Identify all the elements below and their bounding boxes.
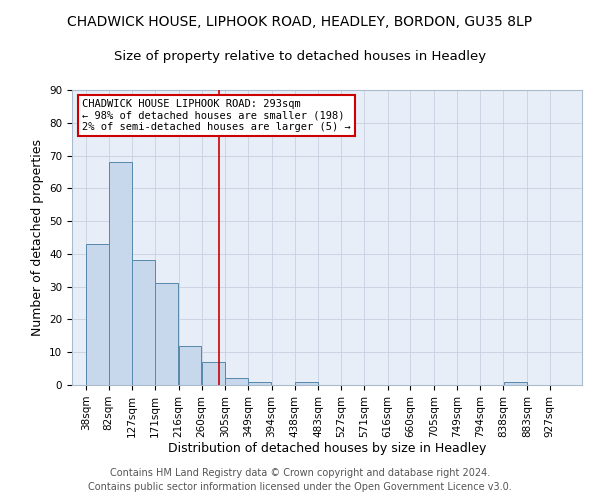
Bar [155, 284, 178, 385]
Bar [133, 260, 155, 385]
Text: Size of property relative to detached houses in Headley: Size of property relative to detached ho… [114, 50, 486, 63]
Y-axis label: Number of detached properties: Number of detached properties [31, 139, 44, 336]
Bar [202, 362, 225, 385]
Text: CHADWICK HOUSE LIPHOOK ROAD: 293sqm
← 98% of detached houses are smaller (198)
2: CHADWICK HOUSE LIPHOOK ROAD: 293sqm ← 98… [82, 99, 351, 132]
Text: CHADWICK HOUSE, LIPHOOK ROAD, HEADLEY, BORDON, GU35 8LP: CHADWICK HOUSE, LIPHOOK ROAD, HEADLEY, B… [67, 15, 533, 29]
Text: Contains HM Land Registry data © Crown copyright and database right 2024.: Contains HM Land Registry data © Crown c… [110, 468, 490, 477]
Bar [179, 346, 202, 385]
X-axis label: Distribution of detached houses by size in Headley: Distribution of detached houses by size … [168, 442, 486, 456]
Bar [248, 382, 271, 385]
Text: Contains public sector information licensed under the Open Government Licence v3: Contains public sector information licen… [88, 482, 512, 492]
Bar [226, 378, 248, 385]
Bar [503, 382, 527, 385]
Bar [86, 244, 109, 385]
Bar [295, 382, 318, 385]
Bar [109, 162, 132, 385]
